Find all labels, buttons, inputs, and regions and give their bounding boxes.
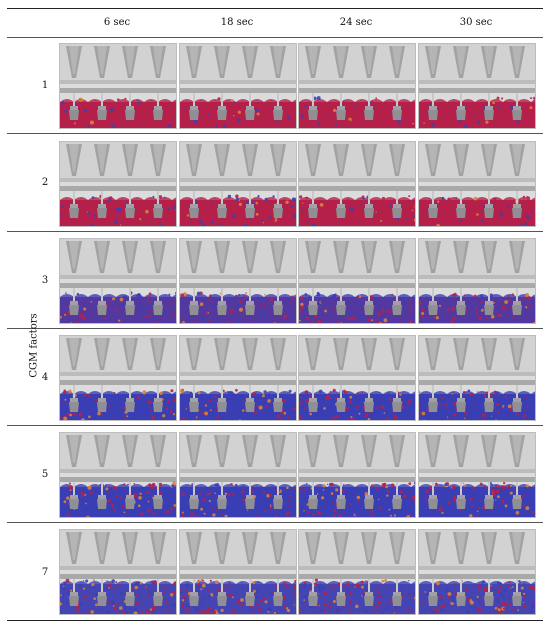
simulation-snapshot (59, 432, 177, 518)
simulation-snapshot (179, 432, 297, 518)
column-header-24s: 24 sec (339, 17, 373, 28)
simulation-snapshot (298, 43, 416, 129)
simulation-snapshot (418, 335, 536, 421)
simulation-snapshot (298, 335, 416, 421)
simulation-snapshot (418, 432, 536, 518)
row-divider-2 (7, 231, 543, 232)
row-label-2: 2 (41, 177, 49, 188)
row-label-7: 7 (41, 567, 49, 578)
simulation-snapshot (59, 335, 177, 421)
simulation-snapshot (298, 529, 416, 615)
simulation-snapshot (298, 141, 416, 227)
row-label-3: 3 (41, 275, 49, 286)
simulation-snapshot (298, 432, 416, 518)
simulation-snapshot (418, 141, 536, 227)
table-bottom-rule (7, 620, 543, 621)
row-label-4: 4 (41, 372, 49, 383)
row-label-5: 5 (41, 469, 49, 480)
row-divider-3 (7, 328, 543, 329)
simulation-snapshot (418, 43, 536, 129)
table-top-rule (7, 8, 543, 9)
simulation-snapshot (179, 335, 297, 421)
simulation-snapshot (59, 529, 177, 615)
simulation-snapshot (418, 238, 536, 324)
simulation-snapshot (59, 238, 177, 324)
column-header-30s: 30 sec (459, 17, 493, 28)
column-header-6s: 6 sec (103, 17, 131, 28)
simulation-snapshot (298, 238, 416, 324)
simulation-snapshot (418, 529, 536, 615)
simulation-snapshot (179, 141, 297, 227)
header-bottom-rule (7, 37, 543, 38)
row-divider-5 (7, 522, 543, 523)
simulation-snapshot (179, 529, 297, 615)
row-divider-4 (7, 425, 543, 426)
simulation-snapshot (179, 238, 297, 324)
simulation-snapshot (59, 141, 177, 227)
simulation-snapshot (179, 43, 297, 129)
row-divider-1 (7, 133, 543, 134)
simulation-snapshot (59, 43, 177, 129)
row-label-1: 1 (41, 80, 49, 91)
column-header-18s: 18 sec (220, 17, 254, 28)
